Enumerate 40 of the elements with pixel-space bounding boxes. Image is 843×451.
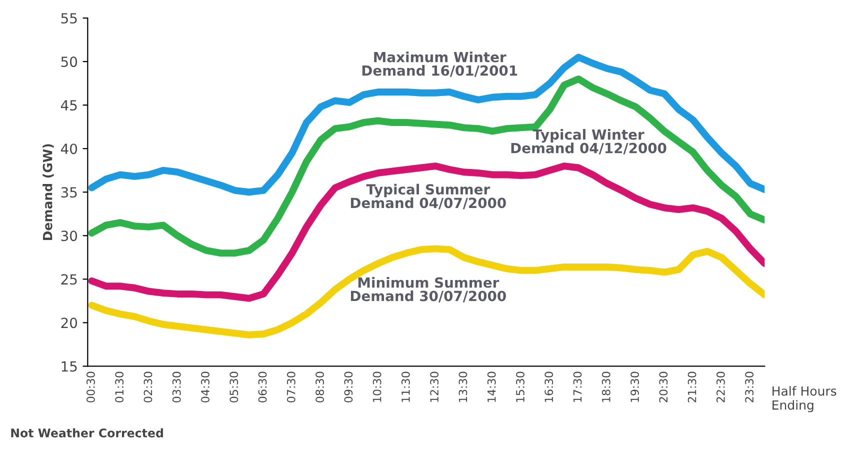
series-label: Typical Winter Demand 04/12/2000 [511,129,666,154]
x-tick-label: 04:30 [201,372,210,402]
x-tick-label: 01:30 [115,372,124,402]
x-tick-label: 10:30 [372,372,382,402]
y-axis-title: Demand (GW) [42,144,54,240]
x-tick-label: 08:30 [316,372,324,402]
y-tick-label: 45 [60,100,77,111]
x-tick-label: 00:30 [86,372,95,402]
x-tick-label: 21:30 [688,372,696,402]
y-tick-label: 20 [61,318,78,328]
x-axis-title: Half Hours Ending [772,386,836,412]
x-tick-label: 11:30 [401,372,410,402]
x-tick-label: 23:30 [745,372,754,402]
x-tick-label: 07:30 [286,372,296,402]
y-tick-label: 25 [61,274,77,285]
x-tick-label: 20:30 [659,372,668,402]
x-tick-label: 19:30 [630,372,639,402]
y-tick-label: 55 [61,13,77,24]
x-tick-label: 16:30 [544,372,554,402]
y-tick-label: 50 [61,56,78,68]
series-label: Minimum Summer Demand 30/07/2000 [350,277,506,302]
y-tick-label: 35 [61,187,77,198]
x-tick-label: 06:30 [258,372,267,402]
y-tick-label: 30 [61,230,78,242]
x-tick-label: 18:30 [602,372,610,402]
x-tick-label: 13:30 [458,372,468,402]
x-tick-label: 02:30 [144,372,152,402]
text: Not Weather Corrected [11,428,163,438]
y-tick-label: 15 [62,361,77,372]
x-tick-label: 22:30 [716,372,725,402]
x-tick-label: 09:30 [344,372,353,402]
y-tick-label: 40 [60,144,78,154]
x-tick-label: 17:30 [573,372,582,402]
x-tick-label: 15:30 [516,372,524,402]
x-tick-label: 14:30 [487,372,496,402]
x-tick-label: 12:30 [430,372,439,402]
x-tick-label: 03:30 [172,372,181,402]
series-label: Typical Summer Demand 04/07/2000 [350,184,506,210]
x-tick-label: 05:30 [230,372,238,402]
series-label: Maximum Winter Demand 16/01/2001 [362,52,518,77]
